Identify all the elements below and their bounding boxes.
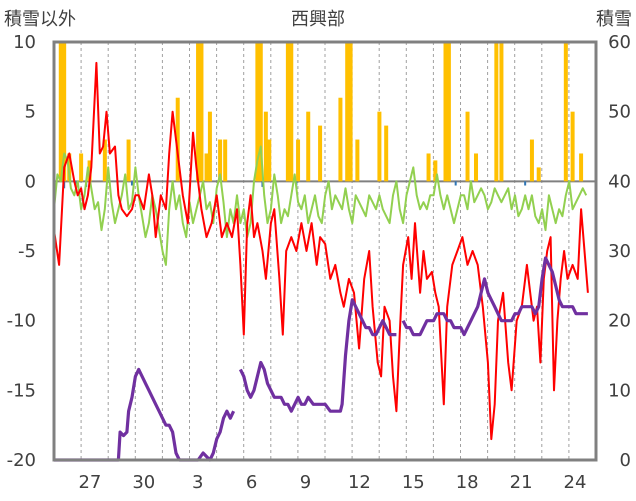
- series-line: [54, 367, 236, 462]
- x-tick-label: 30: [132, 472, 155, 493]
- left-y-tick-label: -15: [7, 380, 36, 401]
- precip-bar: [296, 139, 301, 182]
- right-y-tick-label: 0: [620, 450, 631, 471]
- precip-bars: [58, 42, 584, 189]
- x-tick-label: 18: [456, 472, 479, 493]
- precip-bar: [338, 97, 343, 182]
- precip-bar: [223, 139, 228, 182]
- series-line: [401, 256, 588, 337]
- chart-title: 西興部: [291, 9, 345, 30]
- precip-bar: [529, 139, 534, 182]
- x-tick-label: 3: [192, 472, 203, 493]
- precip-bar: [377, 111, 382, 182]
- precip-bar: [175, 97, 180, 182]
- precip-bar: [58, 42, 63, 182]
- precip-bar: [207, 111, 212, 182]
- precip-bar: [126, 139, 131, 182]
- precip-bar: [499, 42, 504, 182]
- precip-bar: [446, 42, 451, 182]
- precip-bar: [258, 42, 263, 182]
- small-bar: [454, 181, 457, 186]
- precip-bar: [474, 153, 479, 182]
- precip-bar: [318, 125, 323, 182]
- x-tick-label: 12: [348, 472, 371, 493]
- precip-bar: [62, 42, 67, 182]
- precip-bar: [536, 167, 541, 182]
- precip-bar: [255, 42, 260, 182]
- left-y-tick-label: -10: [7, 311, 36, 332]
- precip-bar: [218, 139, 223, 182]
- precip-bar: [87, 160, 92, 182]
- precip-bar: [563, 42, 568, 182]
- right-y-tick-label: 30: [608, 241, 631, 262]
- precip-bar: [199, 42, 204, 182]
- precip-bar: [263, 111, 268, 182]
- series-line: [238, 298, 397, 413]
- left-y-tick-label: 5: [25, 102, 36, 123]
- series-lines: [53, 61, 589, 462]
- precip-bar: [384, 125, 389, 182]
- precip-bar: [79, 153, 84, 182]
- precip-bar: [465, 111, 470, 182]
- series-line: [53, 61, 589, 441]
- x-tick-label: 9: [300, 472, 311, 493]
- x-tick-label: 21: [510, 472, 533, 493]
- precip-bar: [306, 111, 311, 182]
- precip-bar: [102, 139, 107, 182]
- right-y-tick-label: 40: [608, 171, 631, 192]
- right-y-tick-label: 10: [608, 380, 631, 401]
- right-y-tick-label: 60: [608, 32, 631, 53]
- precip-bar: [579, 153, 584, 182]
- precip-bar: [570, 111, 575, 182]
- right-y-tick-label: 50: [608, 102, 631, 123]
- right-axis-title: 積雪: [596, 9, 632, 30]
- small-bar: [524, 181, 527, 186]
- plot-frame: [52, 40, 598, 462]
- precip-bar: [426, 153, 431, 182]
- grid-lines: [54, 42, 596, 460]
- precip-bar: [494, 42, 499, 182]
- precip-bar: [204, 153, 209, 182]
- x-tick-label: 27: [78, 472, 101, 493]
- x-tick-label: 6: [246, 472, 257, 493]
- precip-bar: [433, 160, 438, 182]
- left-axis-title: 積雪以外: [4, 9, 76, 30]
- precip-bar: [285, 42, 290, 182]
- small-bar: [130, 181, 133, 186]
- precip-bar: [196, 42, 201, 182]
- left-y-tick-label: 10: [13, 32, 36, 53]
- left-y-tick-label: 0: [25, 171, 36, 192]
- precip-bar: [267, 139, 272, 182]
- precip-bar: [355, 139, 360, 182]
- precip-bar: [345, 42, 350, 182]
- x-tick-label: 24: [564, 472, 587, 493]
- precip-bar: [443, 42, 448, 182]
- left-y-tick-label: -20: [7, 450, 36, 471]
- left-y-tick-label: -5: [18, 241, 36, 262]
- right-y-tick-label: 20: [608, 311, 631, 332]
- series-line: [53, 145, 588, 266]
- x-tick-label: 15: [402, 472, 425, 493]
- precip-bar: [348, 42, 353, 182]
- precip-bar: [289, 42, 294, 182]
